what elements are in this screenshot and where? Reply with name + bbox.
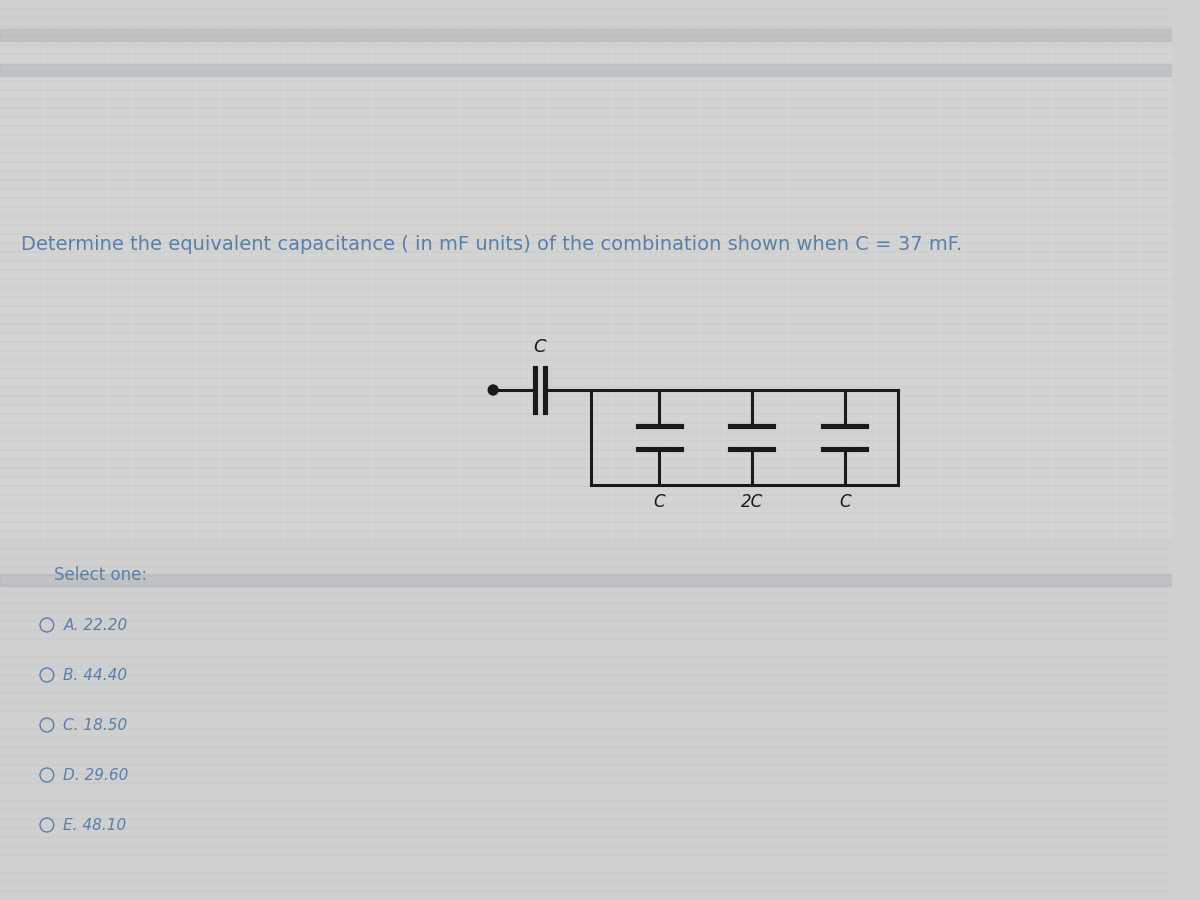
Text: C. 18.50: C. 18.50 (64, 717, 127, 733)
Text: D. 29.60: D. 29.60 (64, 768, 128, 782)
Bar (0, 574, 1172, 586)
Bar (0, 29, 1172, 41)
Circle shape (488, 385, 498, 395)
Text: A. 22.20: A. 22.20 (64, 617, 127, 633)
Text: E. 48.10: E. 48.10 (64, 817, 127, 833)
Text: C: C (839, 493, 851, 511)
Text: C: C (653, 493, 665, 511)
Text: B. 44.40: B. 44.40 (64, 668, 127, 682)
Text: Determine the equivalent capacitance ( in mF units) of the combination shown whe: Determine the equivalent capacitance ( i… (22, 236, 962, 255)
Bar (0, 40, 1172, 540)
Text: Select one:: Select one: (54, 566, 146, 584)
Text: C: C (534, 338, 546, 356)
Bar (0, 64, 1172, 76)
Text: 2C: 2C (740, 493, 763, 511)
